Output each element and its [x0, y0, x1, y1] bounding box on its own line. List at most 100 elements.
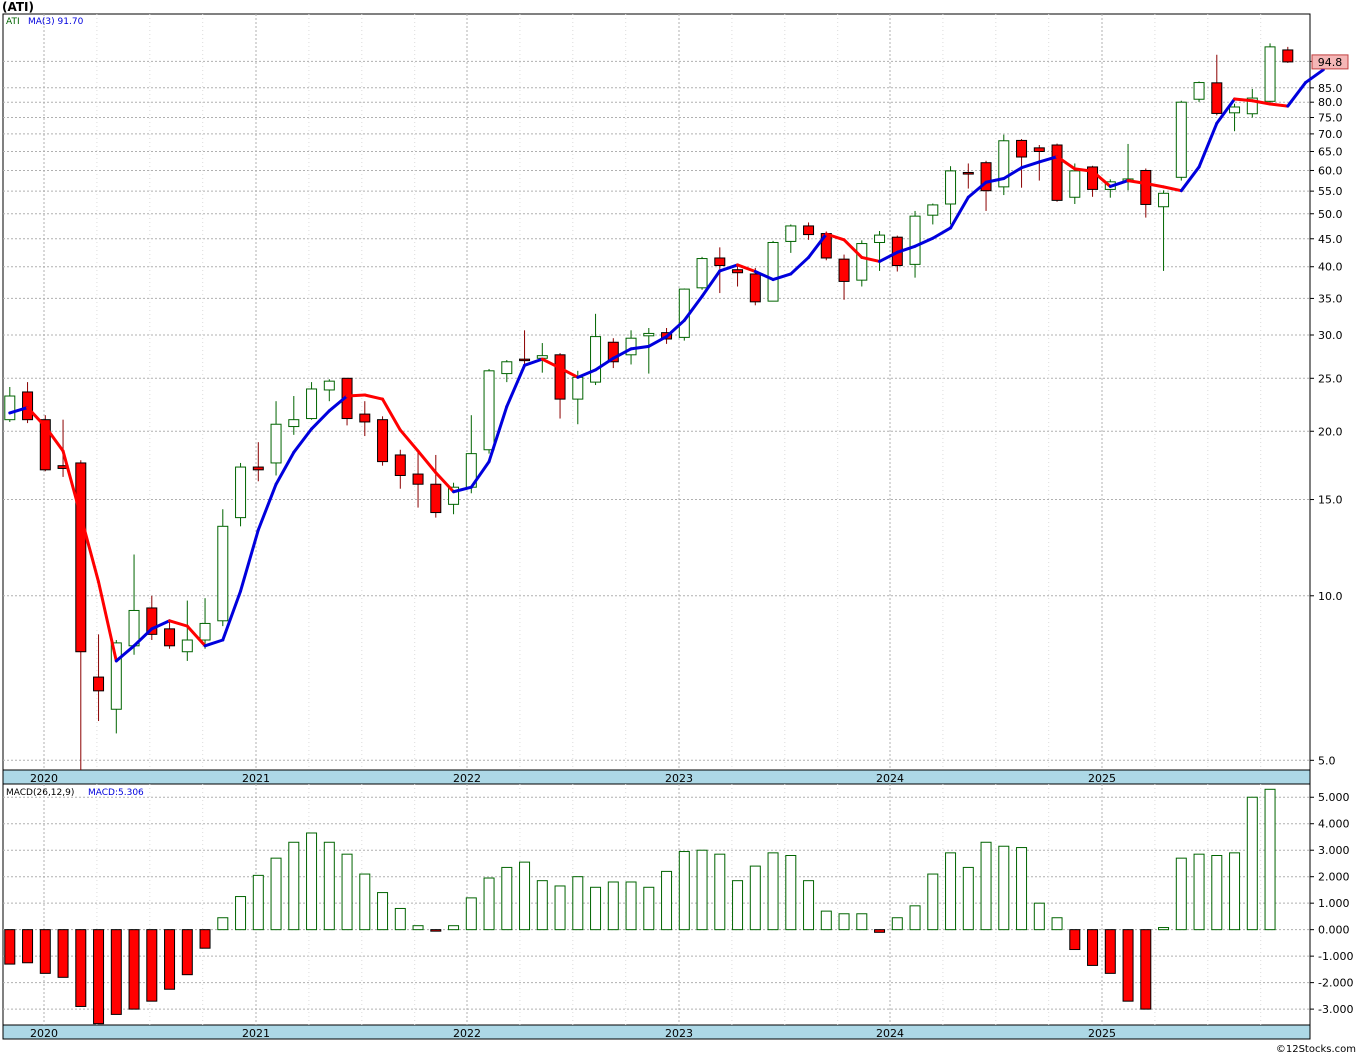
price-tick-label: 20.0: [1318, 425, 1343, 438]
macd-bar: [377, 892, 389, 931]
candle: [696, 256, 708, 290]
ma3-line-segment: [1250, 99, 1272, 106]
candle: [181, 600, 193, 661]
macd-bar: [235, 896, 247, 931]
copyright-footer: ©12Stocks.com: [1275, 1044, 1356, 1055]
macd-bar: [1264, 788, 1276, 931]
macd-tick-label: -1.000: [1318, 950, 1353, 963]
candle-body: [980, 162, 992, 192]
ma3-line-segment: [1002, 166, 1024, 181]
candle-body: [93, 676, 105, 692]
year-label: 2023: [665, 1027, 693, 1040]
macd-tick-label: 2.000: [1318, 871, 1350, 884]
candle-body: [1051, 144, 1063, 201]
candle-body: [1282, 49, 1294, 63]
candle: [394, 449, 406, 489]
year-label: 2024: [876, 1027, 904, 1040]
ma3-line-segment: [647, 335, 669, 348]
candle: [323, 379, 335, 402]
macd-bar: [998, 845, 1010, 931]
macd-bar: [359, 873, 371, 931]
macd-bar: [980, 841, 992, 931]
ma3-line-segment: [789, 255, 811, 276]
candle: [93, 634, 105, 722]
macd-bar: [146, 929, 158, 1002]
macd-bar: [75, 929, 87, 1007]
candle-body: [1175, 101, 1187, 178]
macd-bar: [270, 857, 282, 931]
ma3-line-segment: [895, 244, 917, 254]
ma3-line-segment: [1304, 68, 1325, 85]
candle: [1282, 46, 1294, 63]
candle-body: [394, 454, 406, 476]
candle: [643, 327, 655, 374]
candle-body: [1016, 139, 1028, 158]
candle-body: [998, 140, 1010, 188]
candle: [501, 360, 513, 383]
candle: [945, 166, 957, 225]
macd-tick-label: 5.000: [1318, 791, 1350, 804]
candle-body: [1229, 106, 1241, 114]
candle: [909, 210, 921, 278]
candle-body: [323, 380, 335, 391]
ma3-line-segment: [114, 644, 136, 663]
macd-bar: [732, 880, 744, 931]
candle-body: [927, 204, 939, 216]
macd-bar: [1211, 855, 1223, 931]
year-label: 2021: [242, 772, 270, 785]
candle: [927, 203, 939, 225]
date-axis-band: [2, 769, 1311, 785]
ma3-line-segment: [540, 357, 562, 370]
candle: [803, 222, 815, 240]
ma3-line-segment: [1286, 81, 1308, 108]
candle-body: [110, 642, 122, 710]
candle: [519, 330, 531, 367]
ma3-line-segment: [629, 344, 651, 351]
ma3-line-segment: [1073, 167, 1095, 173]
macd-bar: [554, 885, 566, 931]
macd-bar: [1158, 927, 1170, 931]
macd-bar: [110, 929, 122, 1015]
year-label: 2022: [453, 1027, 481, 1040]
candle-body: [909, 215, 921, 265]
candle-body: [696, 258, 708, 289]
candle-body: [856, 243, 868, 281]
macd-tick-label: -2.000: [1318, 977, 1353, 990]
candle-body: [1193, 82, 1205, 100]
macd-bar: [838, 913, 850, 931]
macd-bar: [749, 865, 761, 931]
ma3-line-segment: [1091, 169, 1112, 188]
ma3-line-segment: [381, 397, 402, 432]
ma3-line-segment: [434, 471, 456, 494]
ma3-line-segment: [132, 627, 154, 648]
last-price-tag: [1311, 54, 1349, 70]
ma3-line-segment: [43, 425, 65, 453]
candle-body: [607, 341, 619, 363]
candle: [1246, 88, 1258, 118]
candle-body: [75, 462, 87, 653]
macd-bar: [465, 897, 477, 931]
candle: [235, 462, 247, 527]
candle: [856, 240, 868, 287]
candle: [359, 401, 371, 437]
candle: [1051, 143, 1063, 202]
candle: [1016, 139, 1028, 188]
ma3-line-segment: [256, 482, 278, 532]
ma3-line-segment: [1179, 165, 1201, 193]
macd-bar: [874, 929, 886, 933]
ma3-line-segment: [292, 427, 314, 454]
ma3-line-segment: [221, 589, 243, 642]
candle: [980, 160, 992, 211]
ma3-line-segment: [61, 449, 83, 518]
ma3-line-segment: [842, 238, 864, 259]
candle-body: [1069, 170, 1081, 198]
macd-bar: [1016, 847, 1028, 931]
candle-body: [412, 473, 424, 485]
candle-body: [945, 170, 957, 205]
candle-body: [803, 225, 815, 236]
candle: [4, 386, 16, 422]
macd-bar: [820, 910, 832, 931]
candle-body: [4, 395, 16, 421]
macd-bar: [962, 866, 974, 931]
macd-bar: [412, 925, 424, 931]
